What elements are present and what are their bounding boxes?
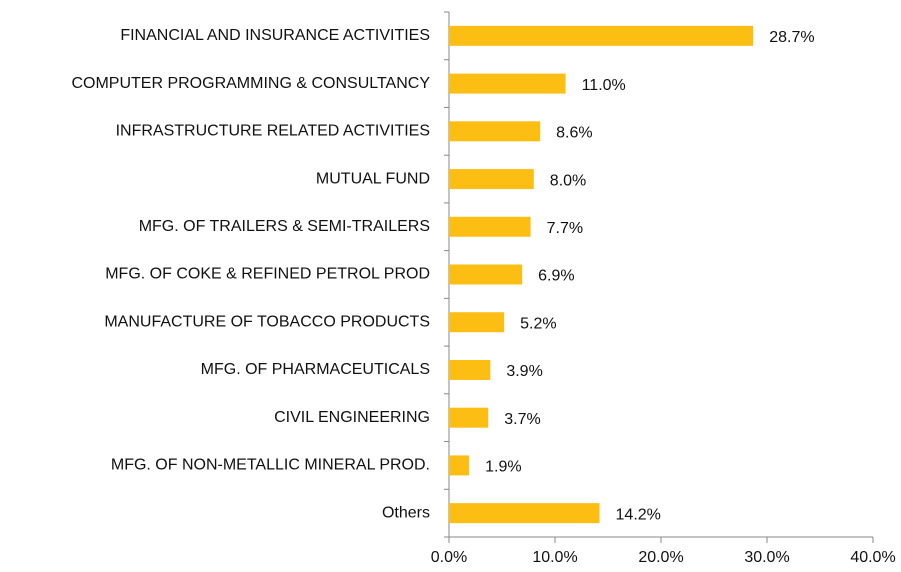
y-tick-label: MUTUAL FUND <box>316 170 430 187</box>
data-label: 3.9% <box>506 363 542 380</box>
y-tick-label: FINANCIAL AND INSURANCE ACTIVITIES <box>120 27 430 44</box>
bar <box>449 455 470 476</box>
bar <box>449 216 531 237</box>
bar <box>449 264 523 285</box>
y-tick-label: MFG. OF NON-METALLIC MINERAL PROD. <box>111 457 430 474</box>
x-tick-label: 30.0% <box>744 549 789 566</box>
bar <box>449 25 754 46</box>
x-tick-label: 10.0% <box>532 549 577 566</box>
data-label: 6.9% <box>538 268 574 285</box>
x-tick-label: 40.0% <box>850 549 895 566</box>
data-label: 28.7% <box>769 29 814 46</box>
data-label: 14.2% <box>616 506 661 523</box>
x-tick-label: 20.0% <box>638 549 683 566</box>
y-tick-label: MANUFACTURE OF TOBACCO PRODUCTS <box>104 313 430 330</box>
x-tick-label: 0.0% <box>431 549 467 566</box>
bar <box>449 169 534 190</box>
bar <box>449 312 505 333</box>
data-label: 7.7% <box>547 220 583 237</box>
bar <box>449 503 600 524</box>
data-label: 8.0% <box>550 172 586 189</box>
y-tick-label: CIVIL ENGINEERING <box>274 409 430 426</box>
data-label: 1.9% <box>485 459 521 476</box>
y-tick-label: MFG. OF PHARMACEUTICALS <box>201 361 430 378</box>
y-tick-label: MFG. OF COKE & REFINED PETROL PROD <box>105 266 430 283</box>
data-label: 11.0% <box>582 77 626 94</box>
data-label: 5.2% <box>520 315 556 332</box>
y-tick-label: INFRASTRUCTURE RELATED ACTIVITIES <box>116 123 430 140</box>
data-label: 8.6% <box>556 125 592 142</box>
y-tick-label: Others <box>382 504 430 521</box>
bar <box>449 407 489 428</box>
bar <box>449 73 566 94</box>
bar <box>449 121 541 142</box>
y-tick-label: MFG. OF TRAILERS & SEMI-TRAILERS <box>139 218 430 235</box>
data-label: 3.7% <box>504 411 540 428</box>
y-tick-label: COMPUTER PROGRAMMING & CONSULTANCY <box>71 75 430 92</box>
bar <box>449 359 491 380</box>
